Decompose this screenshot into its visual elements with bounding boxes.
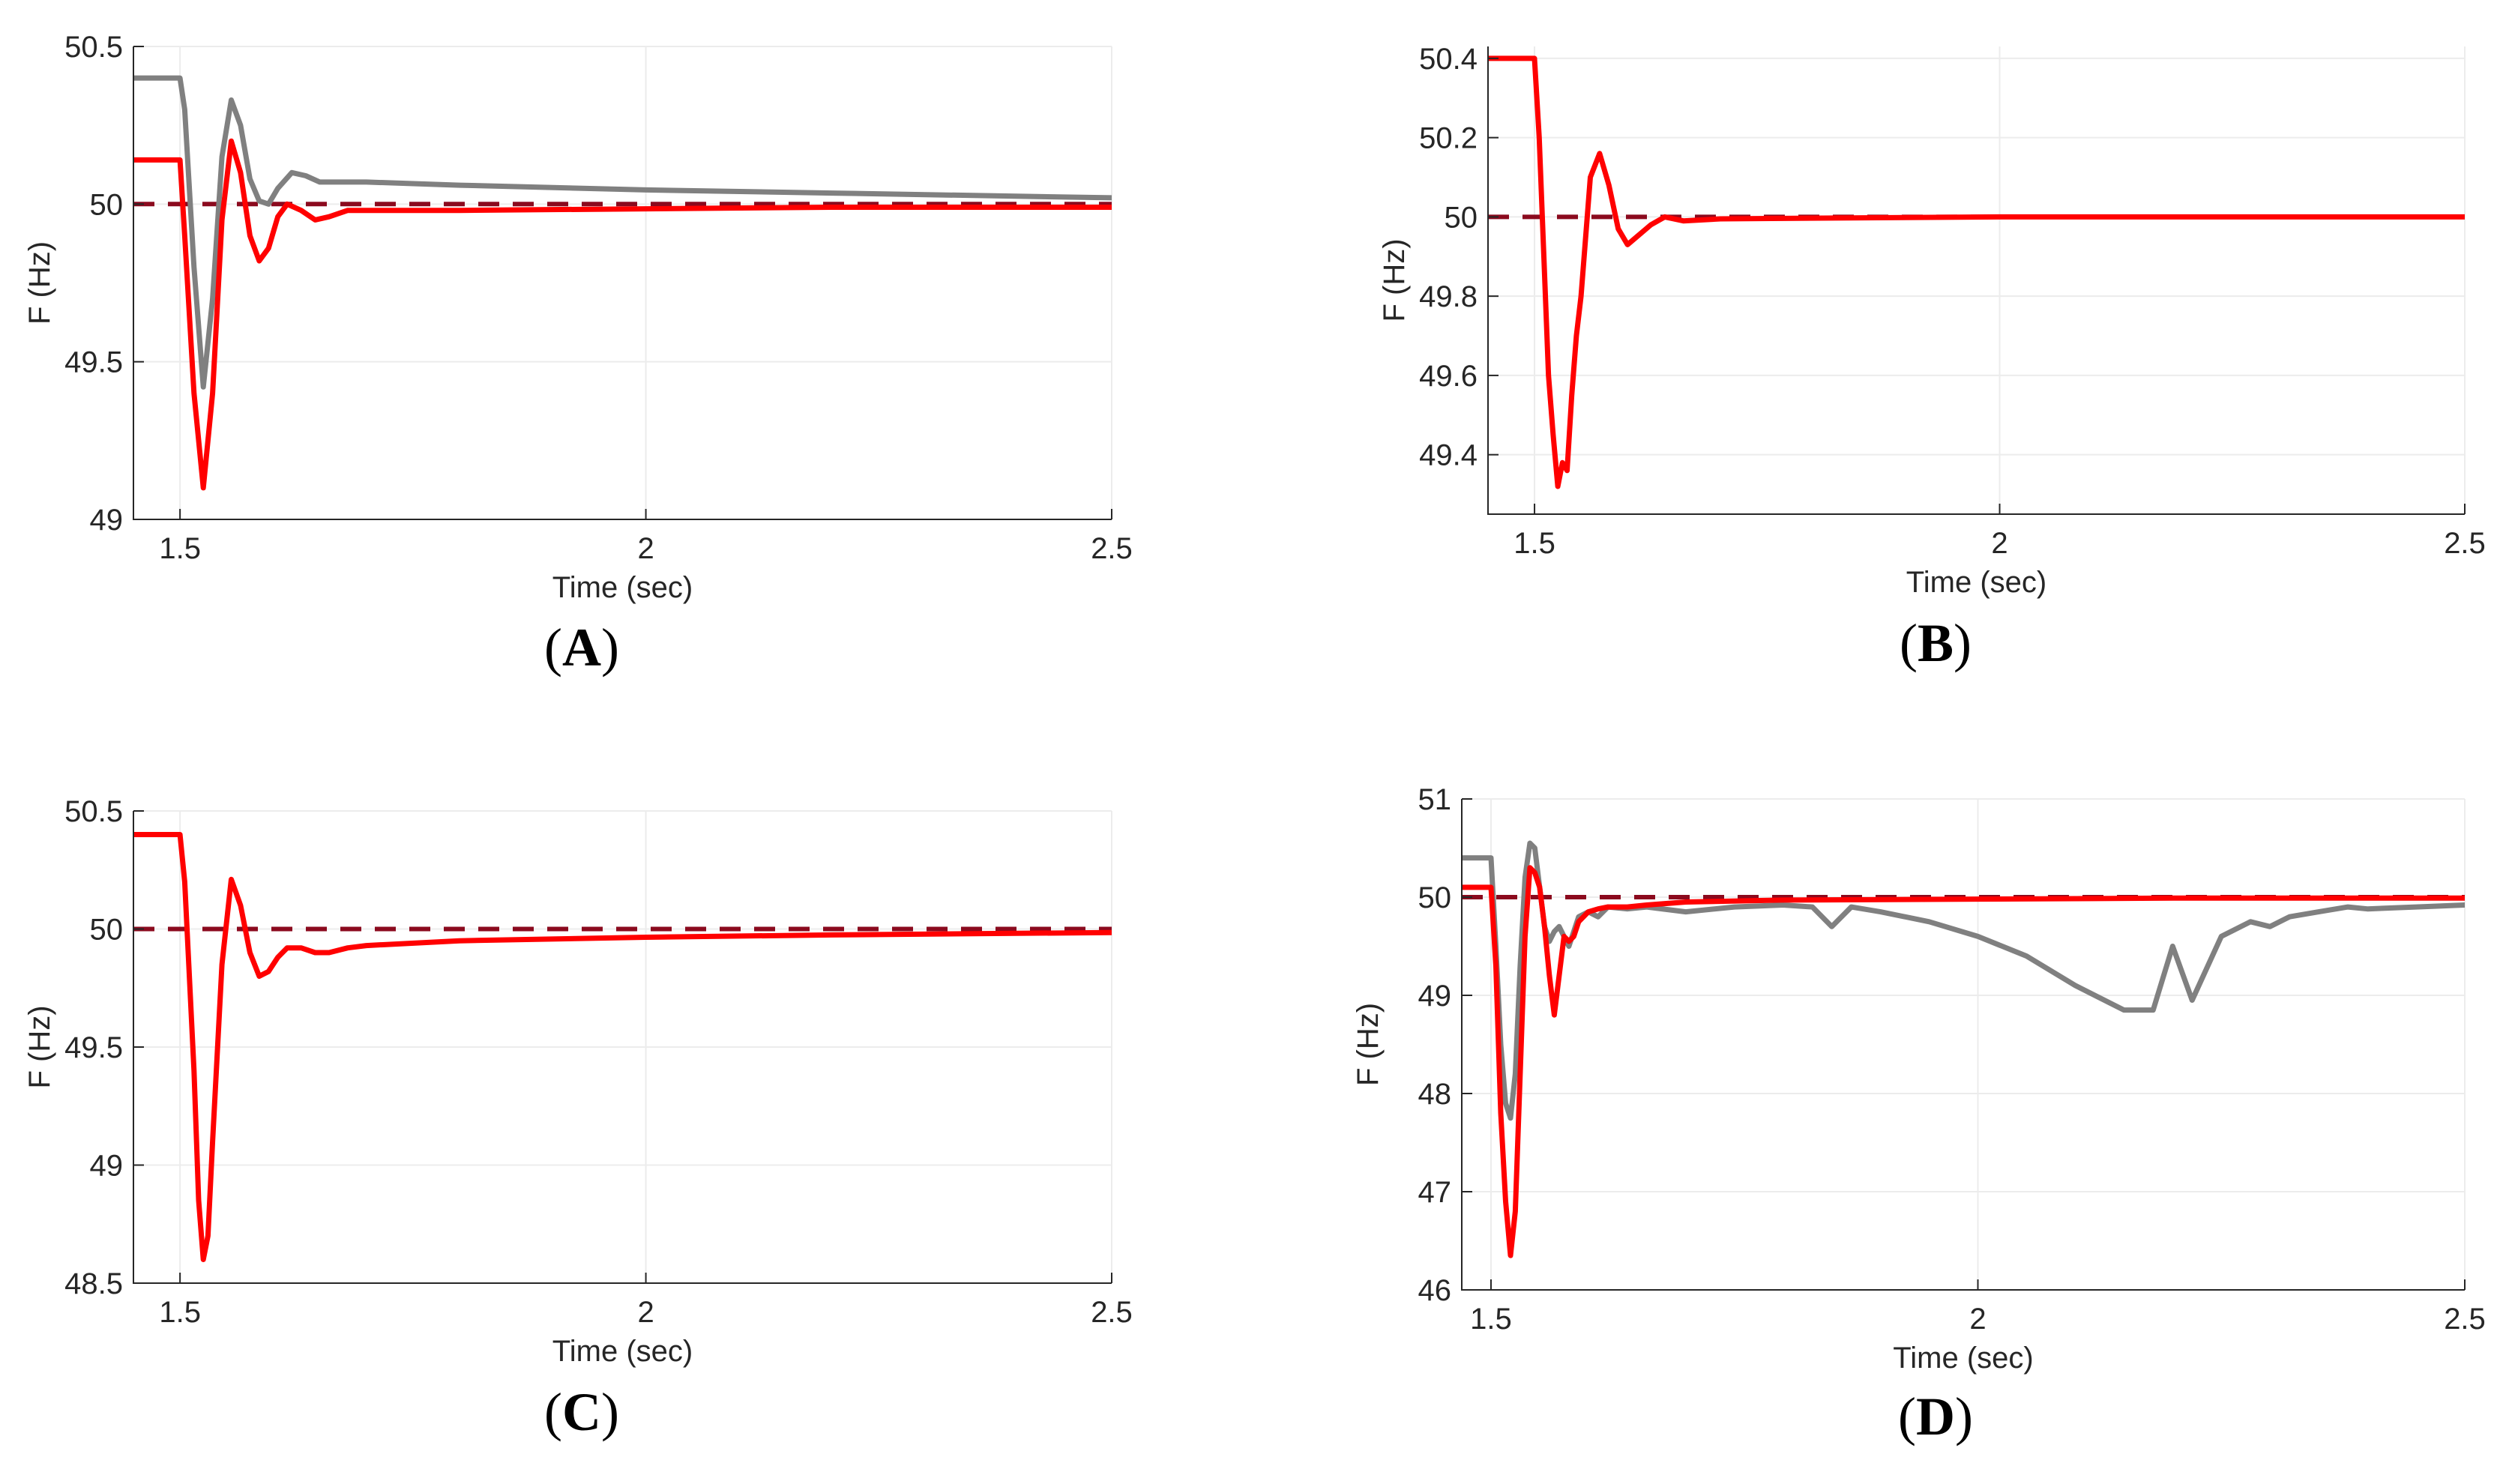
y-tick-label: 49.5 xyxy=(64,1031,123,1064)
series-line-gray xyxy=(133,75,1112,390)
y-tick-label: 49.4 xyxy=(1419,439,1478,472)
panel-label-open-paren: ( xyxy=(1898,1387,1916,1447)
y-tick-label: 50.5 xyxy=(64,31,123,64)
x-tick-label: 2 xyxy=(1991,527,2008,560)
x-axis-label: Time (sec) xyxy=(552,1335,693,1368)
y-tick-label: 49 xyxy=(90,1150,124,1183)
y-axis-label: F (Hz) xyxy=(1378,238,1411,322)
y-tick-label: 48.5 xyxy=(64,1267,123,1300)
x-tick-label: 1.5 xyxy=(1470,1303,1512,1336)
panel-label-letter: D xyxy=(1916,1387,1955,1447)
axes-frame xyxy=(133,46,1112,520)
series-line-red xyxy=(1462,865,2465,1258)
series-group xyxy=(133,75,1112,491)
y-tick-label: 49.5 xyxy=(64,346,123,379)
y-axis-label: F (Hz) xyxy=(1352,1003,1385,1086)
panel-label-close-paren: ) xyxy=(1954,613,1972,673)
series-group xyxy=(133,832,1112,1262)
x-tick-label: 2.5 xyxy=(2444,527,2486,560)
y-tick-label: 50.5 xyxy=(64,795,123,828)
y-tick-label: 48 xyxy=(1418,1078,1452,1111)
chart-panel-c: 1.5 2 2.5 48.5 49 49.5 50 50.5 Time (sec) F (Hz) (… xyxy=(23,795,1133,1442)
y-tick-label: 49 xyxy=(1418,980,1452,1013)
panel-label-letter: A xyxy=(562,618,601,678)
y-tick-label: 49 xyxy=(90,504,124,537)
chart-panel-a: 1.5 2 2.5 49 49.5 50 50.5 Time (sec) F (Hz) (A) xyxy=(23,31,1133,678)
y-tick-label: 50 xyxy=(90,914,124,947)
panel-label-close-paren: ) xyxy=(601,1382,619,1442)
x-axis-label: Time (sec) xyxy=(552,571,693,604)
chart-panel-d: 1.5 2 2.5 46 47 48 49 50 51 Time (sec) F (Hz) (D) xyxy=(1352,783,2486,1447)
panel-label: (B) xyxy=(1900,613,1972,673)
x-tick-label: 2.5 xyxy=(1091,1296,1133,1329)
y-tick-label: 50 xyxy=(1418,881,1452,914)
y-tick-label: 49.6 xyxy=(1419,360,1478,393)
y-tick-label: 50.2 xyxy=(1419,122,1478,155)
panel-label: (C) xyxy=(544,1382,619,1442)
panel-label: (A) xyxy=(544,618,619,678)
y-axis-label: F (Hz) xyxy=(23,241,56,325)
panel-label-open-paren: ( xyxy=(544,618,562,678)
x-tick-label: 1.5 xyxy=(159,1296,201,1329)
series-line-red xyxy=(133,138,1112,491)
x-tick-label: 2.5 xyxy=(1091,532,1133,565)
y-tick-label: 47 xyxy=(1418,1176,1452,1209)
series-group xyxy=(1488,55,2465,489)
series-group xyxy=(1462,840,2465,1258)
x-tick-label: 2 xyxy=(637,1296,654,1329)
axes-frame xyxy=(1487,46,2465,515)
panel-label: (D) xyxy=(1898,1387,1973,1447)
series-line-red xyxy=(1488,55,2465,489)
y-tick-label: 46 xyxy=(1418,1274,1452,1307)
x-tick-label: 2 xyxy=(1969,1303,1986,1336)
y-tick-label: 50 xyxy=(1445,201,1478,234)
y-tick-label: 51 xyxy=(1418,783,1452,816)
chart-panel-b: 1.5 2 2.5 49.4 49.6 49.8 50 50.2 50.4 Time (sec) F… xyxy=(1378,43,2486,673)
x-tick-label: 2 xyxy=(637,532,654,565)
y-tick-label: 49.8 xyxy=(1419,280,1478,313)
x-axis-label: Time (sec) xyxy=(1893,1342,2033,1375)
x-tick-label: 1.5 xyxy=(159,532,201,565)
panel-label-close-paren: ) xyxy=(1955,1387,1973,1447)
y-tick-label: 50.4 xyxy=(1419,43,1478,76)
series-line-gray xyxy=(1462,840,2465,1121)
panel-label-letter: B xyxy=(1918,613,1954,673)
y-axis-label: F (Hz) xyxy=(23,1005,56,1088)
axes-frame xyxy=(1461,799,2465,1291)
panel-label-close-paren: ) xyxy=(601,618,619,678)
panel-label-open-paren: ( xyxy=(1900,613,1918,673)
panel-label-open-paren: ( xyxy=(544,1382,562,1442)
x-tick-label: 2.5 xyxy=(2444,1303,2486,1336)
x-axis-label: Time (sec) xyxy=(1906,566,2046,599)
x-tick-label: 1.5 xyxy=(1513,527,1555,560)
panel-label-letter: C xyxy=(562,1382,601,1442)
series-line-red xyxy=(133,832,1112,1262)
y-tick-label: 50 xyxy=(90,188,124,221)
